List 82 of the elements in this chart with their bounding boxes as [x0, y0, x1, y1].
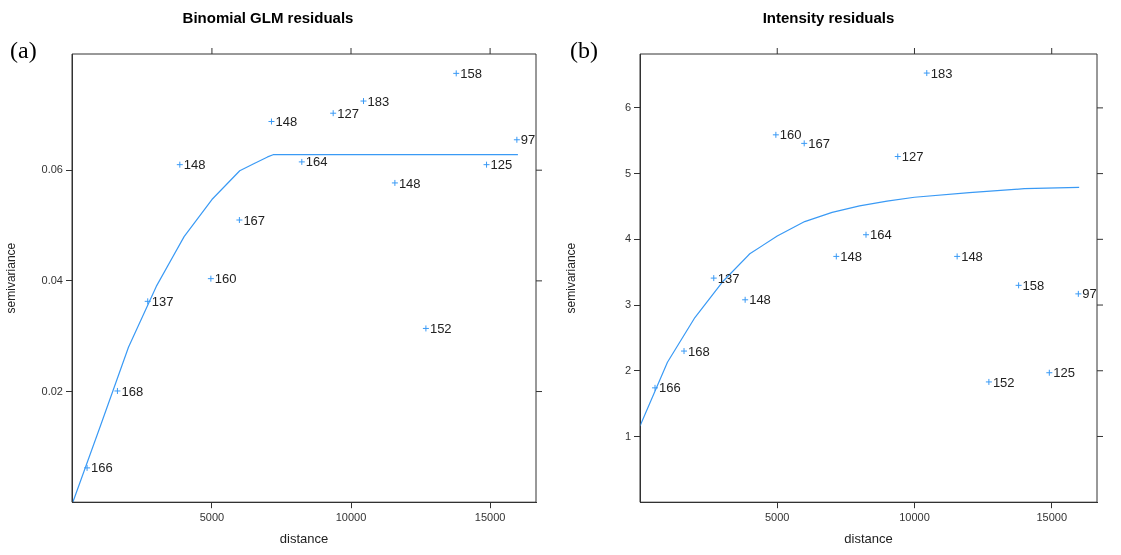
chart-title: Intensity residuals [762, 9, 895, 27]
point [680, 347, 688, 355]
annotation: 125 [1053, 365, 1076, 381]
point [422, 324, 430, 332]
y-tick-label: 1 [624, 429, 631, 442]
y-axis-title: semivariance [3, 242, 18, 314]
annotation: 148 [183, 157, 206, 173]
annotation: 160 [779, 127, 802, 143]
point [83, 464, 91, 472]
point [1074, 290, 1082, 298]
point [862, 231, 870, 239]
point [235, 216, 243, 224]
point [483, 161, 491, 169]
point [329, 109, 337, 117]
point [953, 252, 961, 260]
x-tick-label: 5000 [199, 510, 225, 523]
y-tick-label: 4 [624, 232, 631, 245]
annotation: 152 [992, 374, 1015, 390]
point [176, 161, 184, 169]
point [267, 118, 275, 126]
point [360, 97, 367, 105]
point [113, 387, 121, 395]
annotation: 166 [91, 460, 113, 476]
point [832, 252, 840, 260]
annotation: 183 [367, 93, 390, 109]
chart-title: Binomial GLM residuals [182, 9, 354, 27]
x-tick-label: 5000 [765, 510, 790, 523]
annotation: 127 [901, 149, 924, 165]
text: (a) [10, 37, 37, 64]
point [391, 179, 399, 187]
x-tick-label: 10000 [899, 510, 930, 523]
annotation: 148 [840, 248, 863, 264]
x-tick-label: 10000 [335, 510, 367, 523]
y-tick-label: 0.02 [41, 384, 63, 397]
y-tick-label: 0.04 [41, 273, 63, 286]
point [1015, 281, 1023, 289]
point [741, 296, 749, 304]
y-tick-label: 3 [624, 298, 631, 311]
x-axis-title: distance [844, 530, 893, 546]
annotation: 137 [151, 293, 174, 309]
point [800, 139, 808, 147]
point [513, 136, 521, 144]
point [144, 297, 152, 305]
point [894, 153, 902, 161]
annotation: 160 [214, 271, 237, 287]
annotation: 158 [1022, 277, 1045, 293]
annotation: 125 [490, 157, 513, 173]
annotation: 166 [659, 380, 681, 396]
annotation: 164 [305, 154, 328, 170]
point [772, 131, 780, 139]
text: (b) [570, 37, 598, 64]
point [985, 378, 993, 386]
x-tick-label: 15000 [474, 510, 506, 523]
annotation: 167 [808, 135, 830, 151]
annotation: 164 [870, 227, 892, 243]
point [1045, 369, 1053, 377]
y-axis-title: semivariance [563, 242, 578, 314]
annotation: 127 [337, 105, 359, 121]
point [207, 275, 215, 283]
y-tick-label: 5 [624, 166, 631, 179]
y-tick-label: 2 [624, 363, 631, 376]
annotation: 97 [1082, 286, 1097, 302]
x-tick-label: 15000 [1036, 510, 1068, 523]
point [452, 69, 460, 77]
point [651, 384, 659, 392]
annotation: 167 [243, 212, 266, 228]
annotation: 158 [460, 65, 482, 81]
annotation: 168 [121, 383, 144, 399]
point [923, 69, 931, 77]
y-tick-label: 6 [624, 100, 631, 113]
annotation: 148 [398, 175, 421, 191]
annotation: 148 [749, 292, 771, 308]
annotation: 97 [520, 132, 536, 148]
point [298, 158, 306, 166]
annotation: 183 [930, 65, 953, 81]
point [710, 274, 718, 282]
annotation: 152 [429, 321, 452, 337]
x-axis-title: distance [279, 530, 329, 546]
annotation: 148 [961, 248, 983, 264]
annotation: 168 [688, 343, 710, 359]
annotation: 148 [275, 114, 298, 130]
y-tick-label: 0.06 [41, 163, 63, 176]
